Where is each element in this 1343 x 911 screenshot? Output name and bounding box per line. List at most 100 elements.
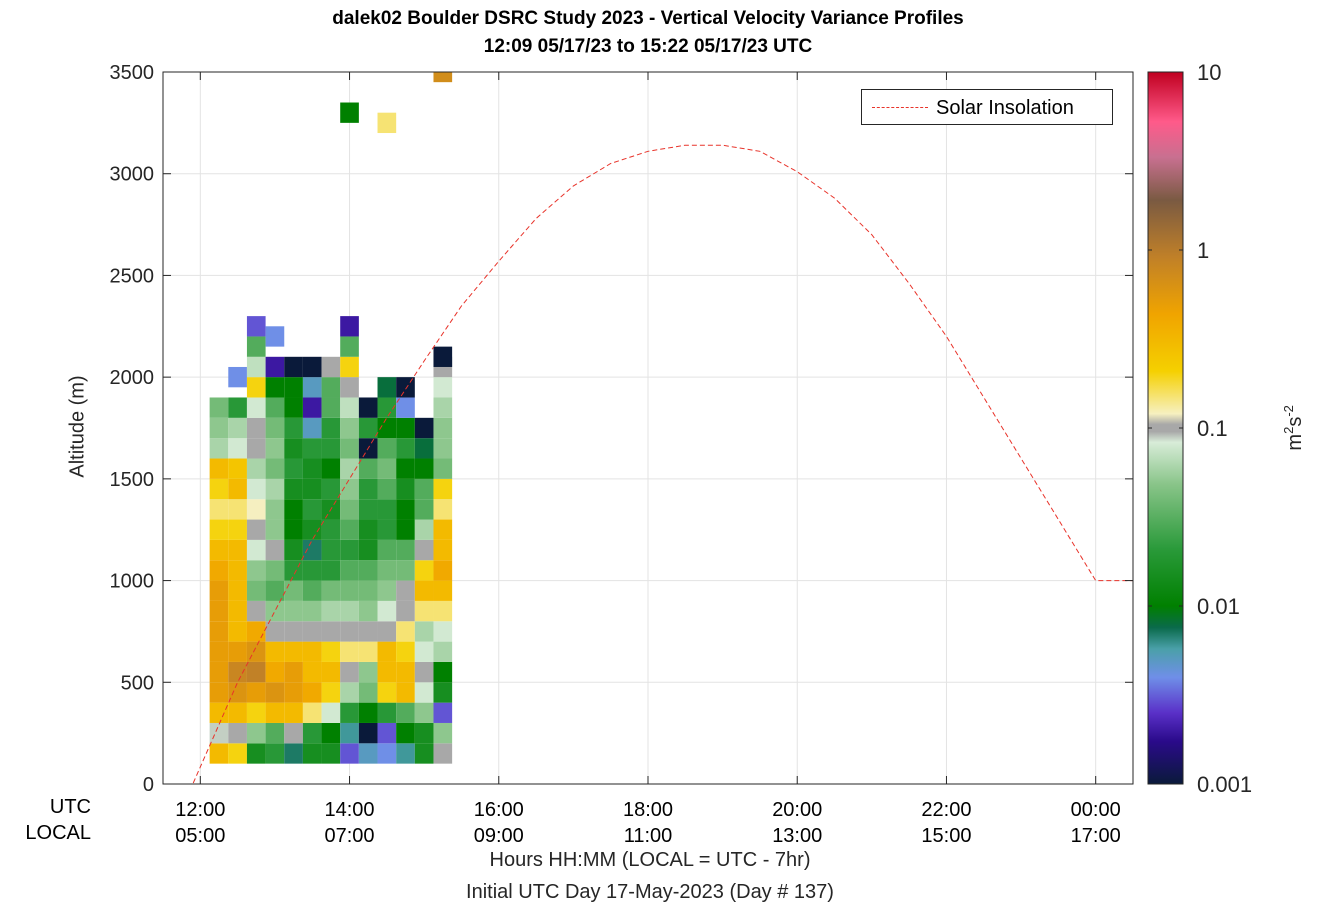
heatmap-cell — [265, 600, 285, 622]
x-tick-label-utc: 00:00 — [1071, 799, 1121, 821]
heatmap-cell — [209, 458, 229, 479]
colorbar — [1147, 71, 1184, 785]
heatmap-cell — [396, 397, 415, 418]
y-axis-ticks: 0 500 1000 1500 2000 2500 3000 3500 — [110, 62, 1133, 796]
heatmap-cell — [284, 458, 303, 479]
heatmap-cell — [302, 600, 322, 622]
heatmap-cell — [246, 397, 266, 418]
heatmap-cell — [414, 743, 434, 764]
heatmap-cell — [433, 600, 453, 622]
heatmap-cell — [377, 112, 397, 134]
heatmap-cell — [340, 417, 359, 439]
heatmap-cell — [228, 621, 247, 642]
heatmap-cell — [414, 682, 434, 703]
heatmap-cell — [302, 417, 322, 439]
heatmap-cell — [265, 417, 285, 439]
heatmap-cell — [340, 458, 359, 479]
heatmap-cell — [265, 458, 285, 479]
y-tick-label: 1000 — [110, 571, 155, 593]
heatmap-cell — [284, 621, 303, 642]
heatmap-cell — [302, 661, 322, 683]
colorbar-tick-label: 1 — [1197, 238, 1209, 263]
heatmap-cell — [377, 641, 397, 662]
heatmap-cell — [340, 661, 359, 683]
heatmap-cell — [377, 519, 397, 540]
heatmap-cell — [228, 478, 247, 500]
heatmap-cell — [321, 641, 341, 662]
heatmap-cell — [321, 478, 341, 500]
heatmap-cell — [433, 397, 453, 418]
heatmap-cell — [340, 478, 359, 500]
heatmap-cell — [377, 600, 397, 622]
heatmap-cell — [377, 722, 397, 744]
heatmap-cell — [209, 580, 229, 601]
heatmap-cell — [340, 438, 359, 459]
heatmap-cell — [358, 702, 378, 723]
heatmap-cell — [302, 580, 322, 601]
heatmap-cell — [246, 641, 266, 662]
heatmap-cell — [228, 682, 247, 703]
heatmap-cell — [340, 621, 359, 642]
heatmap-cell — [265, 560, 285, 581]
heatmap-cell — [228, 397, 247, 418]
heatmap-cell — [302, 560, 322, 581]
heatmap-cell — [396, 438, 415, 459]
heatmap-cell — [246, 702, 266, 723]
heatmap-cell — [414, 722, 434, 744]
heatmap-cell — [265, 641, 285, 662]
heatmap-cell — [377, 560, 397, 581]
heatmap-cell — [340, 397, 359, 418]
x-tick-label-local: 05:00 — [175, 825, 225, 847]
heatmap-cell — [228, 366, 247, 388]
heatmap-cell — [228, 519, 247, 540]
heatmap-cell — [396, 600, 415, 622]
x-tick-label-local: 13:00 — [772, 825, 822, 847]
heatmap-cell — [209, 397, 229, 418]
heatmap-cell — [209, 560, 229, 581]
heatmap-cell — [358, 682, 378, 703]
heatmap-cell — [377, 377, 397, 398]
legend-line-sample — [872, 107, 928, 108]
heatmap-cell — [209, 702, 229, 723]
heatmap-cell — [284, 722, 303, 744]
heatmap-cell — [321, 560, 341, 581]
heatmap-cell — [302, 743, 322, 764]
x-tick-label-local: 11:00 — [624, 825, 673, 847]
colorbar-tick-label: 0.01 — [1197, 594, 1240, 619]
heatmap-cell — [340, 102, 359, 123]
heatmap-cell — [340, 702, 359, 723]
heatmap-cell — [302, 722, 322, 744]
heatmap-cell — [340, 600, 359, 622]
heatmap-cell — [246, 621, 266, 642]
colorbar-tick-label: 10 — [1197, 60, 1221, 85]
y-tick-label: 500 — [121, 672, 154, 694]
heatmap-cell — [396, 621, 415, 642]
heatmap-cell — [265, 397, 285, 418]
heatmap-cell — [358, 478, 378, 500]
heatmap-cell — [265, 661, 285, 683]
heatmap-cell — [377, 702, 397, 723]
heatmap-cell — [228, 661, 247, 683]
heatmap-cell — [209, 478, 229, 500]
heatmap-cell — [228, 560, 247, 581]
heatmap-cell — [414, 641, 434, 662]
heatmap-cell — [358, 560, 378, 581]
heatmap-cell — [228, 458, 247, 479]
heatmap-cell — [433, 621, 453, 642]
heatmap-cell — [414, 539, 434, 561]
heatmap-cell — [209, 743, 229, 764]
heatmap-cell — [396, 641, 415, 662]
heatmap-cell — [414, 702, 434, 723]
heatmap-cell — [265, 356, 285, 378]
x-tick-label-utc: 16:00 — [474, 799, 524, 821]
heatmap-cell — [358, 519, 378, 540]
heatmap-cell — [414, 417, 434, 439]
chart-title: dalek02 Boulder DSRC Study 2023 - Vertic… — [332, 8, 964, 29]
heatmap-cell — [209, 438, 229, 459]
heatmap-cell — [246, 336, 266, 357]
heatmap-cell — [228, 722, 247, 744]
heatmap-cell — [246, 560, 266, 581]
heatmap-cell — [209, 600, 229, 622]
heatmap-cell — [433, 682, 453, 703]
heatmap-cell — [377, 682, 397, 703]
